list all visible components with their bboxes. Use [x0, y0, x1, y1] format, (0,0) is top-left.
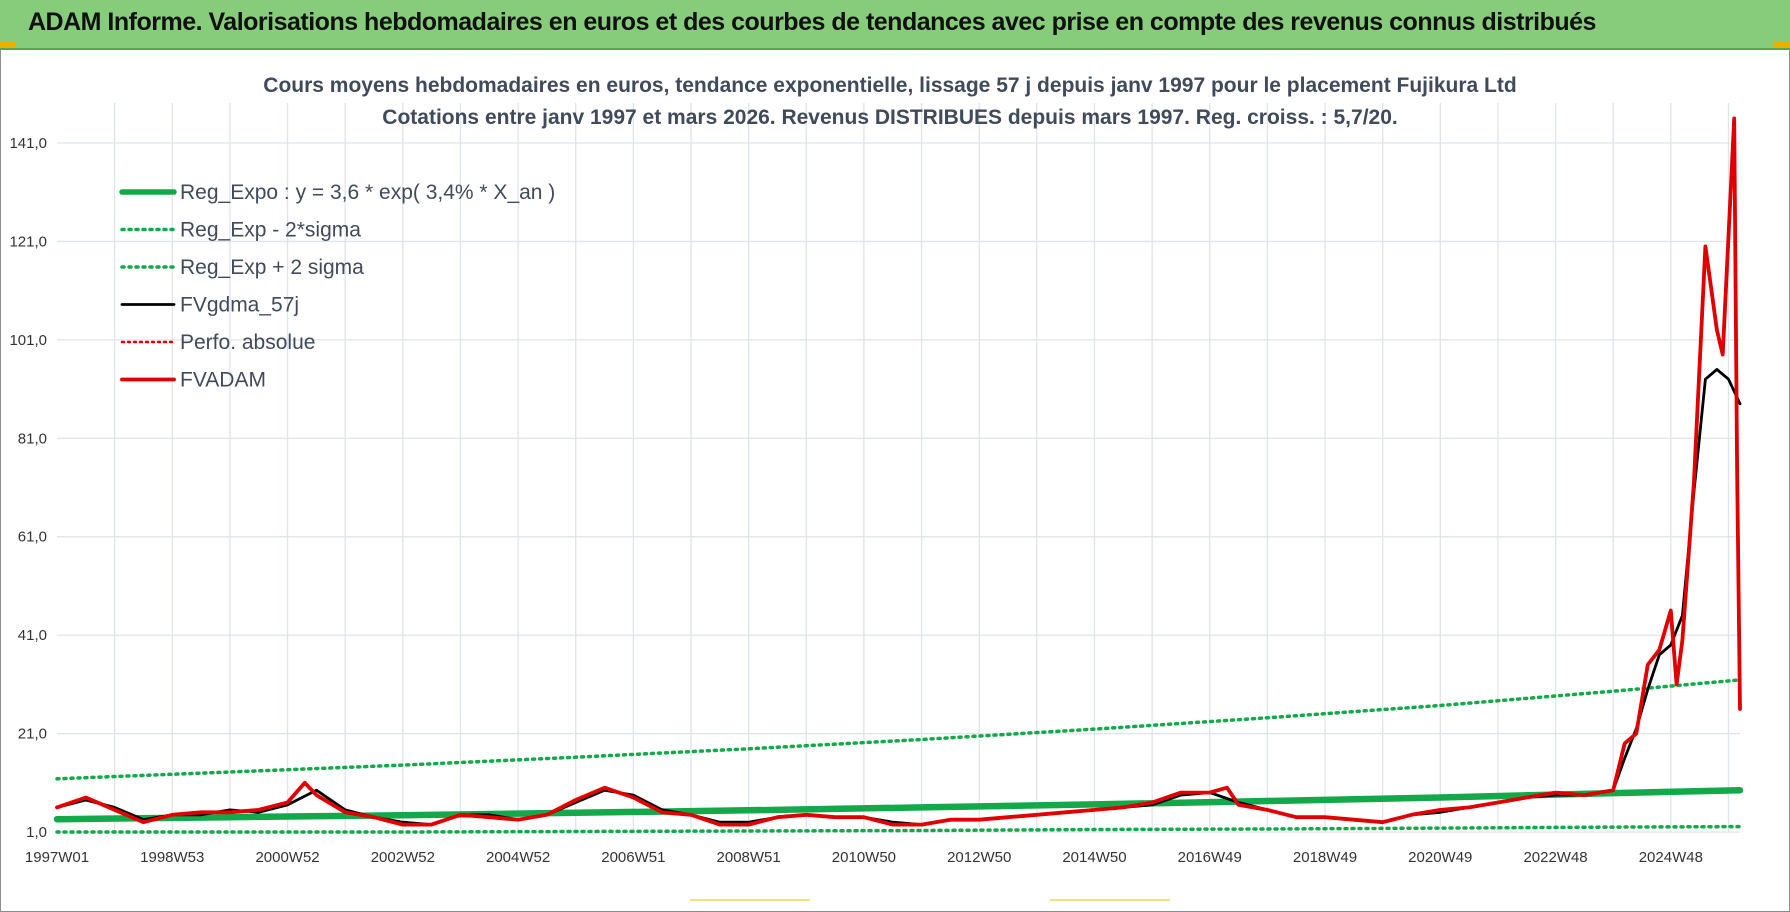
x-tick-label: 1997W01: [25, 849, 89, 866]
chart-title-line-1: Cours moyens hebdomadaires en euros, ten…: [263, 74, 1516, 97]
series-line-fvadam: [55, 116, 1742, 827]
banner: ADAM Informe. Valorisations hebdomadaire…: [0, 0, 1790, 50]
x-tick-label: 2016W49: [1178, 849, 1242, 866]
y-tick-label: 121,0: [9, 233, 47, 250]
legend-label-fvgdma-57j: FVgdma_57j: [180, 294, 299, 317]
y-tick-label: 41,0: [18, 627, 47, 644]
x-tick-label: 2018W49: [1293, 849, 1357, 866]
x-tick-label: 2000W52: [255, 849, 319, 866]
x-tick-label: 2004W52: [486, 849, 550, 866]
x-tick-label: 2014W50: [1062, 849, 1126, 866]
legend-label-fvadam: FVADAM: [180, 369, 266, 392]
series: [53, 116, 1744, 834]
grid: [57, 103, 1740, 833]
y-tick-label: 1,0: [26, 824, 47, 841]
legend-label-reg-exp-2-sigma: Reg_Exp + 2 sigma: [180, 256, 364, 279]
legend: Reg_Expo : y = 3,6 * exp( 3,4% * X_an ) R…: [119, 181, 555, 392]
y-tick-label: 141,0: [9, 135, 47, 152]
legend-label-reg-expo-y-3-6-exp-3-4-x-an: Reg_Expo : y = 3,6 * exp( 3,4% * X_an ): [180, 181, 555, 204]
legend-label-reg-exp-2-sigma: Reg_Exp - 2*sigma: [180, 219, 361, 242]
x-tick-label: 2020W49: [1408, 849, 1472, 866]
series-line-reg-expo-y-3-6-exp-3-4-x-an: [53, 786, 1744, 823]
x-tick-label: 1998W53: [140, 849, 204, 866]
x-tick-label: 2024W48: [1639, 849, 1703, 866]
bottom-accent-left: [690, 899, 810, 901]
bottom-accent-right: [1050, 899, 1170, 901]
series-line-reg-exp-2-sigma: [55, 824, 1742, 834]
y-tick-label: 101,0: [9, 332, 47, 349]
series-line-reg-exp-2-sigma: [55, 678, 1742, 781]
legend-label-perfo-absolue: Perfo. absolue: [180, 331, 315, 354]
y-tick-label: 21,0: [18, 726, 47, 743]
x-tick-label: 2006W51: [601, 849, 665, 866]
x-tick-label: 2022W48: [1523, 849, 1587, 866]
y-tick-label: 61,0: [18, 529, 47, 546]
x-tick-label: 2010W50: [832, 849, 896, 866]
corner-mark-right: [1774, 42, 1790, 48]
x-axis-ticks: 1997W01 1998W53 2000W52 2002W52 2004W52 2006W…: [25, 849, 1703, 866]
y-tick-label: 81,0: [18, 430, 47, 447]
x-tick-label: 2008W51: [717, 849, 781, 866]
chart-title-line-2: Cotations entre janv 1997 et mars 2026. …: [382, 106, 1397, 129]
banner-title: ADAM Informe. Valorisations hebdomadaire…: [28, 8, 1596, 36]
corner-mark-left: [0, 42, 16, 48]
y-axis-ticks: 1,0 21,0 41,0 61,0 81,0 101,0 121,0 141,0: [9, 135, 47, 841]
x-tick-label: 2002W52: [371, 849, 435, 866]
x-tick-label: 2012W50: [947, 849, 1011, 866]
